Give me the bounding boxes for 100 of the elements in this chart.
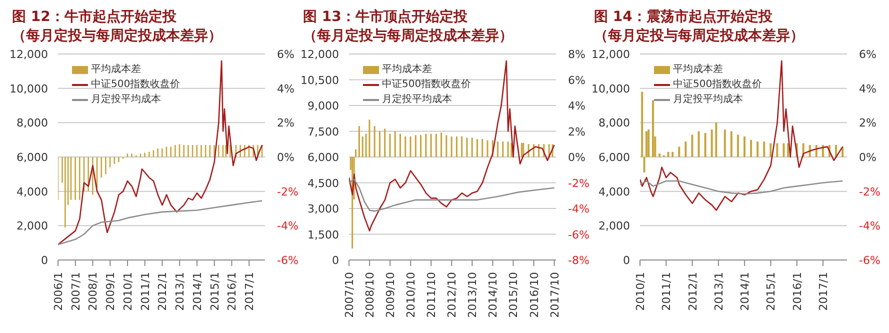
bar (782, 143, 785, 157)
y-tick-label: 2,000 (598, 220, 630, 233)
bar (835, 144, 838, 157)
line-series (640, 60, 844, 211)
x-tick-label: 2011/1 (138, 272, 152, 311)
x-tick-label: 2013/10 (466, 272, 480, 318)
bar (704, 132, 706, 157)
bar (684, 142, 687, 157)
x-tick-label: 2013/1 (174, 272, 187, 311)
bar (667, 152, 670, 157)
line-series (58, 60, 263, 246)
x-tick-label: 2017/1 (243, 272, 256, 311)
y2-tick-label: -4% (277, 220, 298, 233)
legend-label: 平均成本差 (382, 62, 432, 77)
bar (763, 142, 766, 157)
x-tick-label: 2015/1 (208, 272, 222, 311)
y-tick-label: 3,000 (308, 202, 339, 216)
y-tick-label: 6,000 (16, 151, 48, 164)
y2-tick-label: 4% (568, 100, 586, 112)
bar (678, 146, 680, 157)
y2-tick-label: 2% (277, 116, 294, 130)
y-tick-label: 10,500 (300, 74, 339, 87)
x-tick-label: 2013/1 (712, 272, 726, 311)
bar (776, 143, 778, 157)
chart-subtitle: （每月定投与每周定投成本差异） (594, 27, 805, 46)
line-series (640, 180, 844, 195)
y-tick-label: 12,000 (300, 48, 339, 61)
y2-tick-label: -8% (568, 254, 590, 267)
x-tick-label: 2010/10 (404, 272, 418, 318)
bar (648, 130, 650, 157)
y-tick-label: 7,500 (308, 125, 339, 138)
y-tick-label: 0 (623, 254, 630, 267)
x-tick-label: 2008/1 (86, 272, 100, 311)
x-tick-label: 2012/1 (156, 272, 170, 311)
chart-subtitle: （每月定投与每周定投成本差异） (303, 27, 514, 46)
legend-label: 月定投平均成本 (673, 92, 743, 107)
chart-title: 图 12：牛市起点开始定投 (12, 8, 178, 27)
x-tick-label: 2017/1 (817, 272, 830, 311)
legend-label: 月定投平均成本 (91, 92, 161, 107)
x-tick-label: 2009/10 (384, 272, 398, 318)
bar (736, 134, 739, 157)
bar (710, 130, 713, 157)
bar (658, 154, 661, 157)
y2-tick-label: 6% (859, 48, 876, 61)
y2-tick-label: -2% (277, 185, 298, 198)
legend-label: 中证500指数收盘价 (673, 78, 762, 92)
y2-tick-label: -6% (277, 254, 298, 267)
x-tick-label: 2007/1 (69, 272, 82, 311)
y-tick-label: 6,000 (308, 151, 339, 164)
bar (641, 92, 644, 157)
y2-tick-label: -6% (568, 228, 590, 242)
x-tick-label: 2015/10 (507, 272, 520, 318)
y2-tick-label: 6% (277, 48, 294, 61)
bar (645, 131, 648, 157)
bar (652, 100, 654, 157)
x-tick-label: 2012/1 (686, 272, 700, 311)
y2-tick-label: 2% (859, 116, 876, 130)
y2-tick-label: 8% (568, 48, 586, 61)
bar (770, 143, 772, 157)
chart-subtitle: （每月定投与每周定投成本差异） (12, 27, 223, 46)
bar (744, 136, 746, 157)
x-tick-label: 2014/1 (190, 272, 204, 311)
chart-title: 图 13：牛市顶点开始定投 (303, 8, 468, 27)
legend-label: 平均成本差 (91, 62, 141, 77)
y-tick-label: 4,000 (16, 185, 48, 198)
legend-label: 月定投平均成本 (382, 92, 452, 107)
bar (756, 142, 759, 157)
y-tick-label: 8,000 (598, 116, 630, 130)
y-tick-label: 4,000 (598, 185, 630, 198)
legend-label: 平均成本差 (673, 62, 723, 77)
line-series (58, 200, 263, 246)
line-series (349, 60, 555, 232)
y2-tick-label: 6% (568, 74, 586, 87)
y2-tick-label: 0% (277, 151, 294, 164)
bar (691, 134, 694, 157)
y2-tick-label: -4% (568, 202, 590, 216)
bar (698, 131, 700, 157)
legend-label: 中证500指数收盘价 (91, 78, 180, 92)
y2-tick-label: 0% (568, 151, 586, 164)
y2-tick-label: 4% (277, 82, 294, 96)
bar (750, 140, 752, 157)
x-tick-label: 2012/10 (446, 272, 459, 318)
y2-tick-label: 4% (859, 82, 876, 96)
y-tick-label: 12,000 (592, 48, 630, 61)
x-tick-label: 2016/10 (528, 272, 541, 318)
y2-tick-label: -6% (859, 254, 880, 267)
y2-tick-label: 0% (859, 151, 876, 164)
y-tick-label: 0 (332, 254, 339, 267)
y-tick-label: 1,500 (308, 228, 339, 242)
x-tick-label: 2006/1 (52, 272, 65, 311)
x-tick-label: 2010/1 (121, 272, 134, 311)
y-tick-label: 8,000 (16, 116, 48, 130)
x-tick-label: 2016/1 (226, 272, 239, 311)
line-series (349, 178, 555, 212)
x-tick-label: 2016/1 (790, 272, 804, 311)
chart-title: 图 14：震荡市起点开始定投 (594, 8, 774, 27)
bar (643, 157, 646, 172)
bar (715, 122, 718, 157)
x-tick-label: 2014/1 (738, 272, 752, 311)
x-tick-label: 2015/1 (764, 272, 778, 311)
